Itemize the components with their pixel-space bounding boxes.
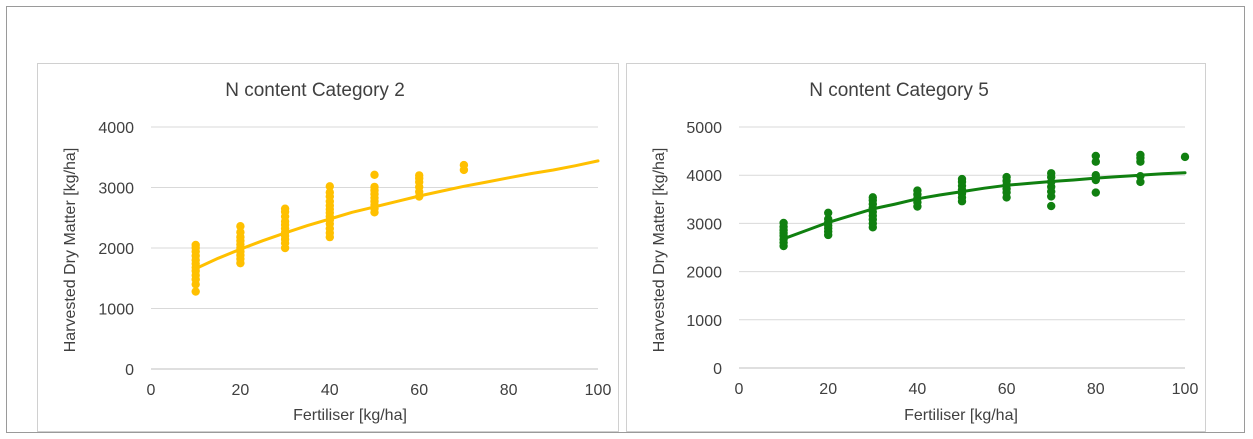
x-tick-label: 0 (147, 382, 156, 399)
x-tick-label: 80 (1087, 381, 1105, 398)
y-tick-label: 3000 (686, 216, 722, 233)
y-tick-label: 1000 (686, 313, 722, 330)
data-points (191, 160, 469, 296)
trendline (782, 171, 1187, 241)
data-point (191, 287, 200, 296)
x-tick-label: 40 (909, 381, 927, 398)
y-axis-label: Harvested Dry Matter [kg/ha] (651, 148, 668, 353)
x-tick-label: 60 (998, 381, 1016, 398)
figure-frame: N content Category 2 0 1000 2000 3000 4000 0… (6, 6, 1245, 433)
x-axis-label: Fertiliser [kg/ha] (904, 407, 1018, 424)
x-tick-label: 60 (410, 382, 428, 399)
data-point (415, 171, 424, 180)
chart-title: N content Category 2 (225, 80, 405, 101)
x-tick-label: 100 (585, 382, 612, 399)
y-tick-label: 5000 (686, 120, 722, 137)
data-point (370, 170, 379, 179)
trendline (194, 159, 600, 271)
y-axis-label: Harvested Dry Matter [kg/ha] (62, 148, 79, 353)
chart-title: N content Category 5 (809, 80, 989, 101)
data-point (824, 208, 833, 217)
data-point (236, 228, 245, 237)
data-point (913, 186, 922, 195)
y-tick-label: 3000 (98, 181, 134, 198)
x-tick-label: 80 (500, 382, 518, 399)
data-point (1091, 151, 1100, 161)
data-point (459, 160, 469, 170)
data-point (779, 218, 788, 228)
data-point (868, 193, 877, 202)
x-tick-labels: 0 20 40 60 80 100 (735, 381, 1199, 398)
x-tick-label: 40 (321, 382, 339, 399)
data-point (1091, 157, 1100, 166)
data-point (957, 174, 967, 184)
data-point (191, 240, 200, 250)
data-point (1047, 169, 1056, 178)
data-point (1047, 201, 1056, 211)
data-point (1002, 172, 1011, 182)
chart-category-5: N content Category 5 0100020003000400050… (651, 80, 1199, 424)
y-tick-label: 2000 (98, 241, 134, 258)
y-tick-label: 4000 (686, 168, 722, 185)
x-tick-label: 0 (735, 381, 744, 398)
chart-panel-category-2: N content Category 2 0 1000 2000 3000 4000 0… (37, 63, 619, 432)
trendline-group (782, 171, 1187, 241)
gridlines (151, 126, 598, 370)
data-point (325, 182, 334, 191)
y-tick-labels: 0 1000 2000 3000 4000 5000 (686, 120, 722, 378)
gridlines (739, 126, 1185, 369)
y-tick-label: 0 (713, 361, 722, 378)
y-tick-labels: 0 1000 2000 3000 4000 (98, 120, 134, 379)
data-point (236, 222, 245, 231)
data-point (370, 182, 379, 192)
chart-panel-category-5: N content Category 5 0 1000 2000 3000 4000 50… (626, 63, 1206, 432)
x-tick-label: 100 (1172, 381, 1199, 398)
y-tick-label: 4000 (98, 120, 134, 137)
trendline-group (194, 159, 600, 271)
data-point (1180, 152, 1190, 162)
x-axis-label: Fertiliser [kg/ha] (293, 407, 407, 424)
x-tick-labels: 0 20 40 60 80 100 (147, 382, 612, 399)
y-tick-label: 1000 (98, 302, 134, 319)
data-point (280, 204, 290, 213)
data-point (1136, 177, 1145, 187)
data-point (1136, 150, 1145, 160)
data-points (779, 150, 1190, 251)
x-tick-label: 20 (232, 382, 250, 399)
y-tick-label: 2000 (686, 265, 722, 282)
data-point (1091, 188, 1100, 197)
y-tick-label: 0 (125, 362, 134, 379)
x-tick-label: 20 (819, 381, 837, 398)
data-point (325, 188, 334, 197)
